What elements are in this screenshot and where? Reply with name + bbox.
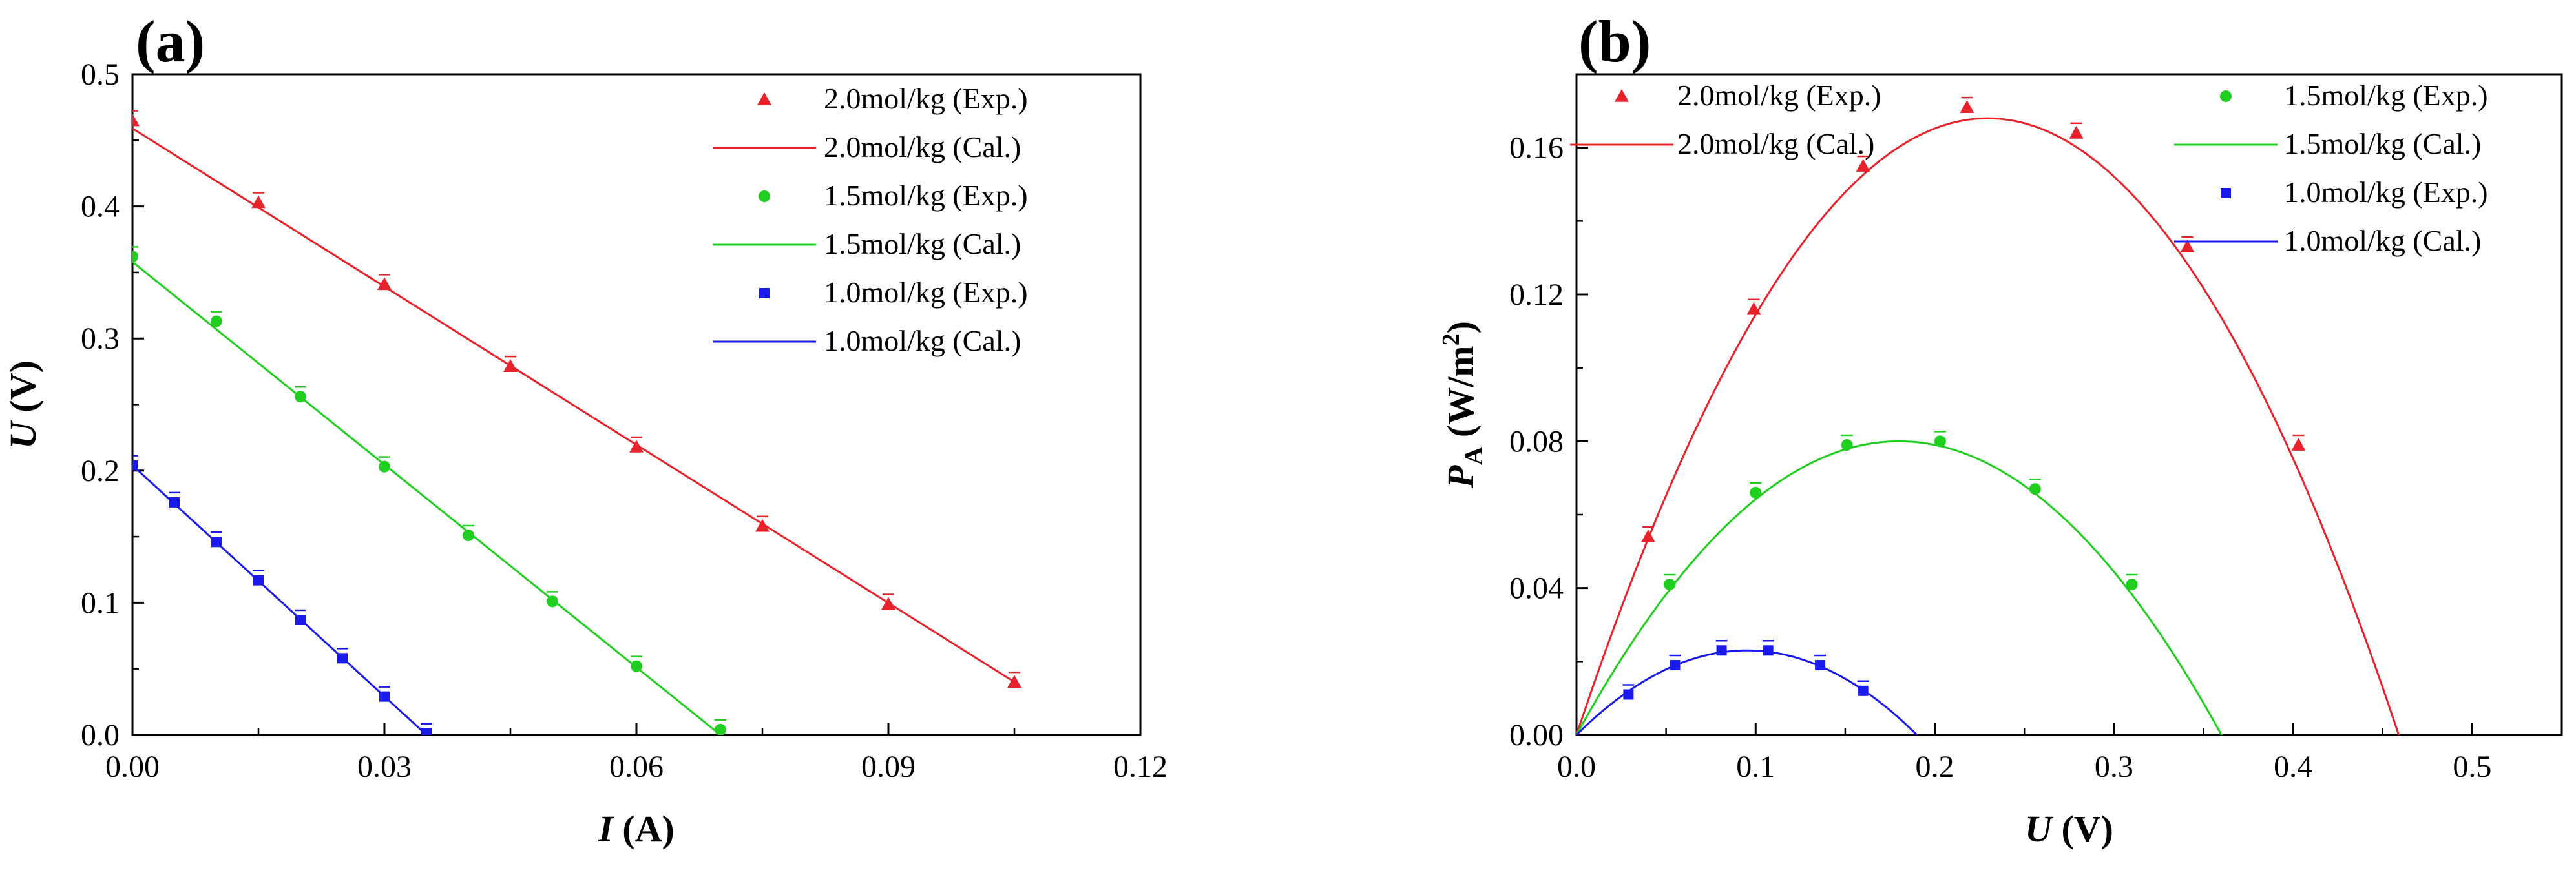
series-1-0mol-kg-cal--line: [132, 464, 428, 735]
legend-marker: [2221, 188, 2231, 198]
series-1-5mol-kg-exp--point: [211, 315, 222, 327]
plot-frame: [131, 73, 1142, 736]
series-1-0mol-kg-exp--point: [132, 460, 138, 471]
x-tick-label: 0.3: [2095, 750, 2133, 784]
panel-b: 0.0 0.1 0.2 0.3 0.4 0.5 0.00 0.04 0.08 0.12 0.16 U …: [1438, 8, 2563, 850]
legend-label: 1.0mol/kg (Exp.): [824, 276, 1028, 309]
series-2-0mol-kg-cal--curve: [1576, 117, 2400, 735]
legend-label: 2.0mol/kg (Cal.): [824, 130, 1021, 163]
y-tick-label: 0.2: [81, 454, 120, 488]
series-2-0mol-kg-exp--point: [251, 195, 266, 209]
x-axis-var: U: [2025, 808, 2054, 850]
x-axis-var: I: [598, 808, 614, 850]
y-axis-close: ): [1440, 321, 1482, 333]
series-2-0mol-kg-exp--point: [1856, 159, 1870, 172]
series-1-0mol-kg-exp--point: [1716, 645, 1727, 656]
legend-label: 2.0mol/kg (Exp.): [1677, 79, 1881, 112]
legend-label: 1.5mol/kg (Exp.): [2284, 79, 2488, 112]
legend-label: 1.0mol/kg (Exp.): [2284, 176, 2488, 209]
legend-marker: [1615, 89, 1629, 102]
y-tick-label: 0.12: [1509, 278, 1564, 312]
legend-marker: [2220, 90, 2232, 102]
series-1-5mol-kg-exp--point: [132, 251, 138, 263]
legend-label: 2.0mol/kg (Cal.): [1677, 127, 1874, 160]
legend-label: 1.0mol/kg (Cal.): [2284, 224, 2481, 257]
data-layer: [132, 110, 1021, 735]
y-axis-sup: 2: [1438, 333, 1465, 345]
series-1-5mol-kg-cal--line: [132, 261, 721, 735]
series-2-0mol-kg-exp--point: [1640, 530, 1655, 542]
plot-frame: [1575, 73, 2563, 736]
series-1-5mol-kg-exp--point: [463, 530, 474, 542]
series-1-0mol-kg-exp--point: [421, 728, 432, 735]
x-tick-label: 0.09: [861, 750, 916, 784]
x-tick-label: 0.0: [1557, 750, 1596, 784]
series-1-5mol-kg-exp--point: [379, 460, 390, 473]
legend-label: 2.0mol/kg (Exp.): [824, 82, 1028, 115]
legend-marker: [759, 288, 770, 298]
series-1-5mol-kg-exp--point: [2126, 578, 2138, 590]
y-axis-var: P: [1440, 465, 1482, 489]
legend-marker: [759, 190, 770, 202]
y-axis-unit: (W/m: [1440, 345, 1482, 446]
series-1-5mol-kg-cal--curve: [1576, 440, 2223, 735]
x-axis-label: I (A): [598, 808, 675, 850]
x-tick-label: 0.4: [2274, 750, 2312, 784]
panel-a: 0.00 0.03 0.06 0.09 0.12 0.0 0.1 0.2 0.3 0.4 0.5 I …: [2, 8, 1168, 850]
series-2-0mol-kg-exp--point: [377, 277, 392, 291]
x-tick-label: 0.03: [357, 750, 412, 784]
panel-label: (b): [1578, 8, 1651, 74]
y-axis-sub: A: [1459, 447, 1488, 466]
x-tick-label: 0.00: [105, 750, 160, 784]
legend-marker: [757, 92, 771, 105]
series-2-0mol-kg-exp--point: [132, 113, 140, 127]
series-2-0mol-kg-exp--point: [2291, 438, 2306, 451]
y-tick-label: 0.4: [81, 190, 120, 224]
y-axis-unit: (V): [2, 360, 44, 422]
series-2-0mol-kg-exp--point: [2069, 125, 2084, 139]
x-axis-label: U (V): [2025, 808, 2113, 850]
series-2-0mol-kg-exp--point: [2180, 240, 2195, 252]
x-tick-label: 0.1: [1736, 750, 1775, 784]
y-tick-label: 0.0: [81, 718, 120, 752]
y-tick-label: 0.3: [81, 322, 120, 356]
y-tick-label: 0.1: [81, 586, 120, 620]
x-axis-unit: (V): [2052, 808, 2113, 850]
series-2-0mol-kg-exp--point: [629, 439, 644, 453]
legend-label: 1.5mol/kg (Exp.): [824, 179, 1028, 212]
data-layer: [1576, 96, 2400, 735]
y-tick-label: 0.04: [1509, 571, 1564, 606]
x-tick-label: 0.2: [1916, 750, 1954, 784]
series-1-5mol-kg-exp--point: [1750, 486, 1762, 499]
legend: 2.0mol/kg (Exp.) 2.0mol/kg (Cal.) 1.5mol/k…: [713, 82, 1028, 357]
series-2-0mol-kg-cal--line: [132, 127, 1015, 683]
x-tick-label: 0.12: [1113, 750, 1168, 784]
legend-label: 1.5mol/kg (Cal.): [824, 227, 1021, 260]
series-1-0mol-kg-cal--curve: [1576, 649, 1918, 735]
x-axis-unit: (A): [613, 808, 675, 850]
legend-label: 1.5mol/kg (Cal.): [2284, 127, 2481, 160]
legend: 2.0mol/kg (Exp.) 2.0mol/kg (Cal.) 1.5mol/k…: [1570, 79, 2488, 257]
x-tick-label: 0.5: [2453, 750, 2491, 784]
panel-label: (a): [136, 8, 205, 74]
y-tick-label: 0.16: [1509, 131, 1564, 165]
y-tick-label: 0.5: [81, 57, 120, 92]
y-tick-label: 0.00: [1509, 718, 1564, 752]
series-2-0mol-kg-exp--point: [755, 519, 770, 532]
legend-label: 1.0mol/kg (Cal.): [824, 324, 1021, 357]
y-tick-label: 0.08: [1509, 424, 1564, 458]
series-1-5mol-kg-exp--point: [1934, 435, 1946, 448]
y-axis-label: U (V): [2, 360, 44, 449]
y-axis-label: PA (W/m2): [1438, 321, 1488, 489]
series-2-0mol-kg-exp--point: [1960, 100, 1974, 113]
y-axis-var: U: [2, 420, 44, 449]
x-tick-label: 0.06: [609, 750, 664, 784]
